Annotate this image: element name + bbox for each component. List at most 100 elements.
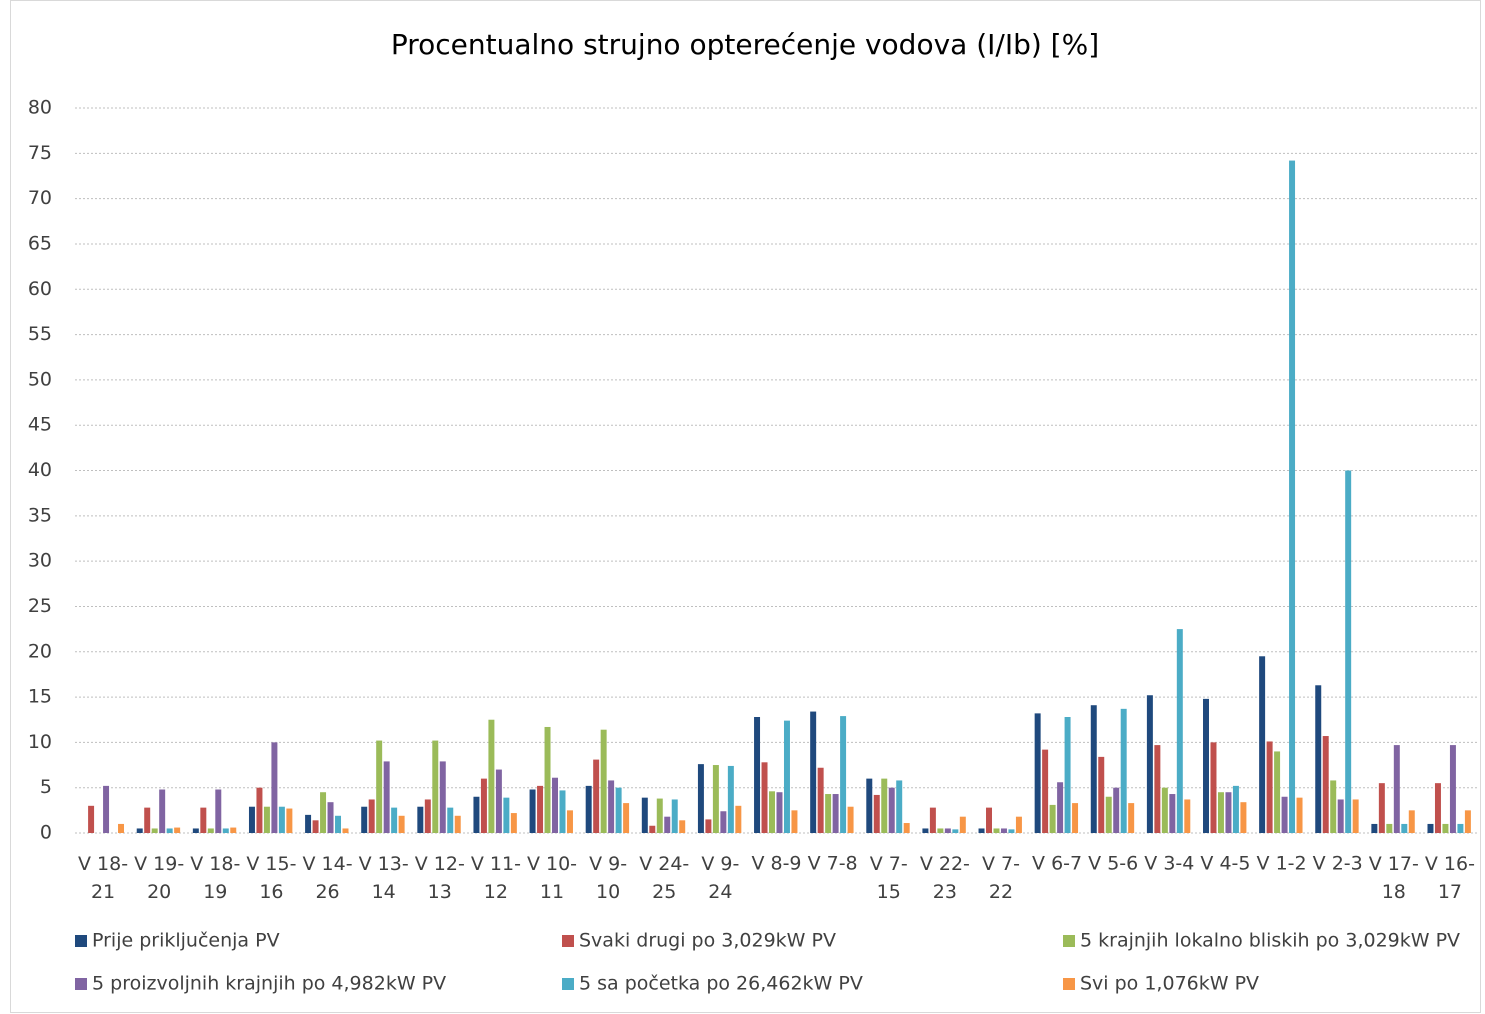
bar [383, 761, 390, 833]
bar [1008, 829, 1015, 833]
legend-swatch [562, 978, 574, 990]
bar [1015, 816, 1022, 833]
bar [118, 823, 125, 833]
y-tick-label: 70 [28, 187, 52, 209]
bar [335, 815, 342, 833]
bar [1274, 751, 1281, 833]
bar [151, 828, 158, 833]
bar [993, 828, 1000, 833]
bar [776, 792, 783, 833]
y-tick-label: 60 [28, 278, 52, 300]
bar [712, 765, 719, 833]
bar [978, 828, 985, 833]
bar [1259, 656, 1266, 833]
bar [1427, 823, 1434, 833]
y-tick-label: 80 [28, 97, 52, 119]
bar [1378, 783, 1385, 833]
x-tick-label: V 1-2 [1257, 853, 1307, 875]
bar [1401, 823, 1408, 833]
bar [480, 778, 487, 833]
bar [398, 815, 405, 833]
bar [566, 810, 573, 833]
x-tick-label: V 2-3 [1313, 853, 1363, 875]
bar [1203, 698, 1209, 833]
bar [705, 819, 712, 833]
bar [278, 806, 285, 833]
legend-swatch [75, 935, 87, 947]
bar [424, 799, 431, 833]
bar [222, 828, 229, 833]
bar [559, 790, 566, 833]
bar [832, 794, 839, 833]
bar [679, 820, 686, 833]
x-tick-label: V 7-15 [870, 853, 908, 903]
x-tick-label: V 24-25 [639, 853, 689, 903]
bar [623, 803, 630, 833]
bar [439, 761, 446, 833]
bar [1176, 629, 1183, 833]
bar [761, 762, 768, 833]
bar [783, 720, 790, 833]
bar [1146, 695, 1153, 833]
legend-swatch [75, 978, 87, 990]
legend-label: 5 krajnjih lokalno bliskih po 3,029kW PV [1080, 930, 1460, 952]
legend-label: 5 proizvoljnih krajnjih po 4,982kW PV [92, 973, 446, 995]
bar [641, 797, 648, 833]
bar [144, 807, 151, 833]
bar [503, 797, 510, 833]
bar [529, 789, 536, 833]
bar [1128, 803, 1135, 833]
bar [727, 765, 734, 833]
bar [600, 729, 607, 833]
bar [200, 807, 207, 833]
bar [552, 777, 559, 833]
bar [1240, 802, 1247, 833]
bar [488, 719, 495, 833]
bar [873, 794, 880, 833]
bar [1281, 796, 1288, 833]
bar [881, 778, 888, 833]
bar [361, 806, 368, 833]
bar [1434, 783, 1441, 833]
bar [720, 811, 727, 833]
bar [305, 814, 312, 833]
bar [537, 785, 544, 833]
bar [544, 726, 551, 833]
bar [495, 769, 502, 833]
y-tick-label: 30 [28, 550, 52, 572]
bar [929, 807, 936, 833]
bar [656, 798, 663, 833]
y-tick-label: 25 [28, 595, 52, 617]
bar [1289, 160, 1296, 833]
bar [256, 787, 263, 833]
bar [88, 805, 95, 833]
bar [192, 828, 199, 833]
bar [952, 829, 959, 833]
bar [312, 820, 319, 833]
bar [271, 742, 278, 833]
bar [754, 717, 761, 833]
bar [697, 764, 704, 833]
y-tick-label: 65 [28, 232, 52, 254]
bar [159, 789, 166, 833]
bar [1345, 470, 1352, 833]
y-tick-label: 50 [28, 368, 52, 390]
bar [1464, 810, 1471, 833]
legend-swatch [1063, 935, 1075, 947]
x-tick-label: V 18-19 [190, 853, 240, 903]
x-tick-label: V 9-24 [701, 853, 739, 903]
bar [847, 806, 854, 833]
x-tick-label: V 22-23 [920, 853, 970, 903]
legend-label: Svi po 1,076kW PV [1080, 973, 1259, 995]
bar [342, 828, 349, 833]
bar [1322, 736, 1329, 833]
bar [473, 796, 480, 833]
x-tick-label: V 5-6 [1088, 853, 1138, 875]
bar [608, 780, 615, 833]
bar [1072, 803, 1079, 833]
bar [320, 792, 327, 833]
bar [215, 789, 222, 833]
bar [615, 787, 622, 833]
bar [1000, 828, 1007, 833]
bar [1169, 794, 1176, 833]
